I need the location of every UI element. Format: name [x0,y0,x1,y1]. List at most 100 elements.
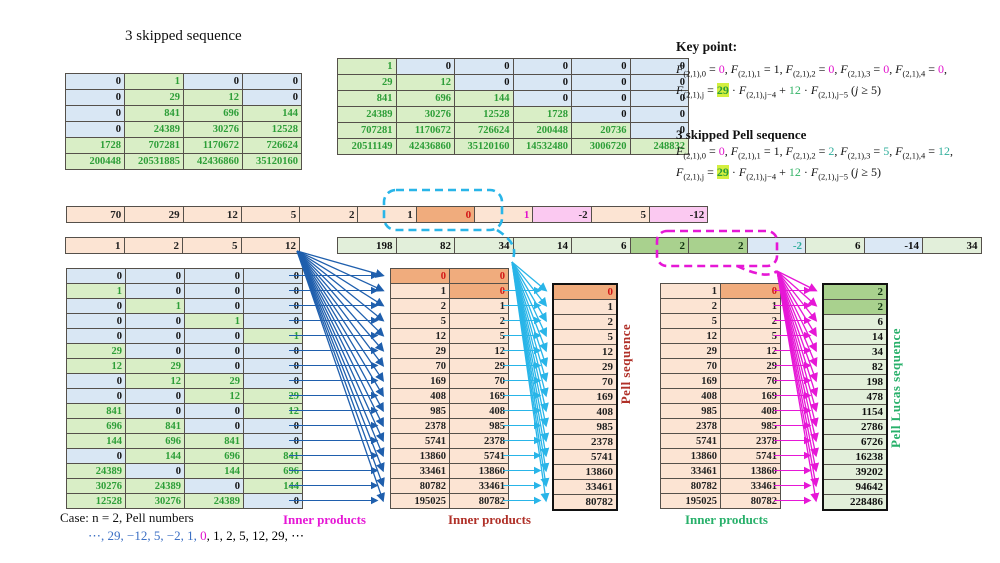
figure-title: 3 skipped sequence [125,28,242,44]
number-cell: 70 [552,374,618,390]
number-cell: 24389 [124,121,184,138]
formula-token: , [949,144,953,158]
number-cell: 12 [449,343,509,359]
number-cell: 985 [390,403,450,419]
number-cell: -2 [532,206,592,223]
number-cell: 24389 [337,106,397,123]
formula-token: · [728,83,739,98]
formula-token: 0 [718,144,725,158]
number-cell: 0 [629,106,689,123]
number-cell: 0 [184,283,244,299]
number-cell: 20511149 [337,138,397,155]
number-cell: 1728 [65,137,125,154]
formula-token: = [925,62,938,76]
number-cell: 0 [66,268,126,284]
number-cell: 169 [660,373,721,389]
formula-token: ( [848,165,856,180]
formula-token: F [730,144,739,158]
number-cell: 841 [66,403,126,419]
pell-note-formula-line2: F(2,1),j = 29 · F(2,1),j−4 + 12 · F(2,1)… [676,164,1000,185]
number-cell: 5741 [552,449,618,465]
formula-token: , [889,62,896,76]
number-cell: 0 [390,268,450,284]
number-cell: 1 [449,298,509,314]
number-cell: 841 [337,90,397,107]
key-point-heading: Key point: [676,39,738,54]
formula-token: ≥ 5) [858,165,881,180]
formula-subscript: (2,1),j−4 [746,89,777,100]
number-cell: 0 [125,343,185,359]
number-cell: 6726 [822,434,888,450]
number-cell: 2 [629,237,689,254]
formula-token: 0 [200,528,207,543]
number-cell: 34 [922,237,982,254]
number-cell: 29 [125,358,185,374]
pell-sequence-label: Pell sequence [618,323,633,405]
number-cell: 144 [242,105,302,122]
pell-note-heading: 3 skipped Pell sequence [676,127,807,142]
number-cell: 726624 [454,122,514,139]
number-cell: 0 [242,73,302,90]
number-cell: 408 [449,403,509,419]
number-cell: 80782 [552,494,618,511]
number-cell: 0 [184,418,244,434]
number-cell: 82 [395,237,455,254]
number-cell: 726624 [242,137,302,154]
number-cell: 3006720 [571,138,631,155]
sequence-strip-top: 70 29 12 5 2 1 0 1 -2 5 -12 [65,206,709,223]
formula-token: = [704,165,717,180]
number-cell: 16238 [822,449,888,465]
number-cell: 70 [65,206,126,223]
number-cell: 0 [243,298,303,314]
formula-token: 0 [937,62,944,76]
formula-token: 2 [828,144,835,158]
number-cell: 12 [182,206,242,223]
number-table: 70 29 12 5 2 1 0 1 -2 5 -12 [65,206,709,223]
formula-token: 29 [716,165,729,180]
number-cell: 34 [454,237,514,254]
number-cell: 0 [571,74,631,91]
formula-token: F [895,144,903,158]
number-cell: 0 [66,373,126,389]
formula-token: 0 [718,62,725,76]
number-cell: 408 [390,388,450,404]
formula-token: = [925,144,938,158]
key-point-note: Key point: F(2,1),0 = 0, F(2,1),1 = 1, F… [676,38,1000,104]
number-cell: 2 [390,298,450,314]
number-cell: 12 [66,358,126,374]
formula-token: , 1, 2, 5, 12, 29, ⋯ [206,528,305,543]
number-cell: 0 [454,58,514,75]
number-cell: 12 [395,74,455,91]
formula-subscript: (2,1),0 [683,150,707,161]
number-cell: 12528 [454,106,514,123]
number-cell: 5 [660,313,721,329]
number-cell: 70 [390,358,450,374]
formula-subscript: (2,1),3 [847,150,871,161]
number-cell: 0 [449,283,509,299]
number-cell: 29 [66,343,126,359]
sequence-strip-bottom-left: 1 2 5 12 [65,237,300,254]
number-cell: 696 [125,433,185,449]
number-cell: 5 [449,328,509,344]
number-cell: 14532480 [512,138,572,155]
number-cell: 144 [243,478,303,494]
number-cell: 0 [125,328,185,344]
number-cell: 0 [66,313,126,329]
number-cell: 5741 [660,433,721,449]
number-cell: 0 [125,388,185,404]
number-cell: 70 [449,373,509,389]
number-cell: 2378 [660,418,721,434]
number-cell: 12528 [242,121,302,138]
number-cell: 1170672 [395,122,455,139]
formula-token: · [800,165,811,180]
number-cell: 12528 [66,493,126,509]
number-cell: 0 [66,448,126,464]
number-cell: 2786 [822,419,888,435]
number-cell: 985 [449,418,509,434]
number-table: 0 0 1 0 2 1 5 2 12 5 29 12 70 29 169 70 408 169 985 408 2378… [390,268,509,509]
number-cell: 12 [240,237,300,254]
number-cell: 30276 [183,121,243,138]
formula-token: = [704,83,717,98]
number-cell: 408 [720,403,781,419]
